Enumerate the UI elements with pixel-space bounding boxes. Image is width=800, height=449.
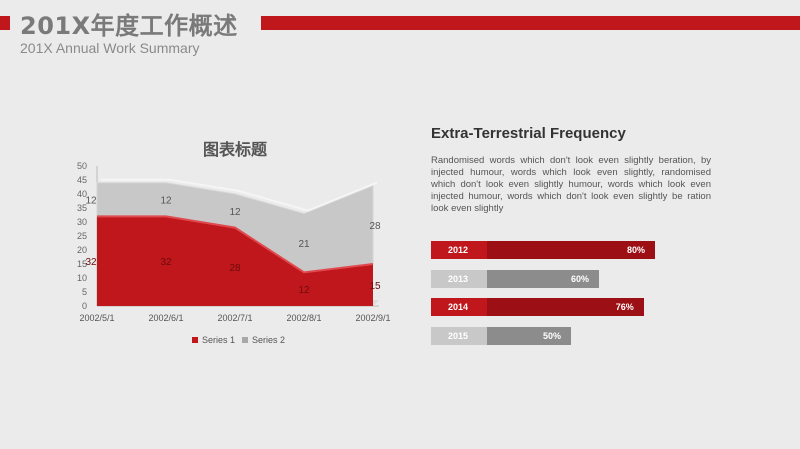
page-subtitle: 201X Annual Work Summary	[20, 40, 200, 56]
page-title: 201X年度工作概述	[20, 12, 238, 40]
x-tick-label: 2002/7/1	[217, 313, 252, 323]
y-tick-label: 0	[82, 301, 87, 311]
y-tick-label: 5	[82, 287, 87, 297]
x-tick-label: 2002/8/1	[286, 313, 321, 323]
bar-fill: 80%	[487, 241, 655, 259]
stacked-area-chart: 0 5 10 15 20 25 30 35 40 45 50 32 32 28 12 15 12 12 12 21 28…	[77, 161, 391, 323]
data-label-series-1: 15	[369, 281, 381, 292]
bar-percent-label: 60%	[570, 274, 589, 284]
x-tick-label: 2002/6/1	[148, 313, 183, 323]
y-tick-label: 20	[77, 245, 87, 255]
x-tick-label: 2002/5/1	[79, 313, 114, 323]
bar-fill: 76%	[487, 298, 644, 316]
y-tick-label: 45	[77, 175, 87, 185]
legend-label-series-1: Series 1	[202, 335, 236, 345]
bar-year-label: 2014	[431, 298, 487, 316]
data-label-series-2: 12	[229, 207, 241, 218]
area-series-2-top-edge	[101, 178, 378, 212]
header-right-accent	[261, 16, 800, 30]
x-tick-label: 2002/9/1	[355, 313, 390, 323]
area-series-1-top-edge	[97, 215, 374, 274]
y-tick-label: 10	[77, 273, 87, 283]
bar-year-label: 2013	[431, 270, 487, 288]
area-series-1	[97, 216, 373, 306]
section-body: Randomised words which don't look even s…	[431, 155, 711, 214]
data-label-series-1: 28	[229, 263, 241, 274]
chart-title: 图表标题	[202, 140, 267, 159]
bar-year-label: 2012	[431, 241, 487, 259]
data-label-series-2: 28	[369, 221, 381, 232]
y-tick-label: 15	[77, 259, 87, 269]
header-left-accent	[0, 16, 10, 30]
section-title: Extra-Terrestrial Frequency	[431, 125, 626, 142]
y-tick-label: 35	[77, 203, 87, 213]
bar-percent-label: 50%	[542, 331, 561, 341]
bar-percent-label: 76%	[615, 302, 634, 312]
data-label-series-1: 12	[298, 285, 310, 296]
bar-percent-label: 80%	[626, 245, 645, 255]
y-tick-label: 25	[77, 231, 87, 241]
data-label-series-1: 32	[160, 257, 172, 268]
data-label-series-2: 12	[85, 196, 97, 207]
legend-swatch-series-1	[192, 337, 198, 343]
data-label-series-2: 21	[298, 239, 310, 250]
bar-year-label: 2015	[431, 327, 487, 345]
legend-swatch-series-2	[242, 337, 249, 343]
legend-label-series-2: Series 2	[252, 335, 286, 345]
data-label-series-2: 12	[160, 196, 172, 207]
data-label-series-1: 32	[85, 257, 97, 268]
y-tick-label: 50	[77, 161, 87, 171]
bar-fill: 50%	[487, 327, 571, 345]
y-tick-label: 30	[77, 217, 87, 227]
chart-legend: Series 1 Series 2	[192, 335, 285, 345]
y-tick-label: 40	[77, 189, 87, 199]
bar-fill: 60%	[487, 270, 599, 288]
